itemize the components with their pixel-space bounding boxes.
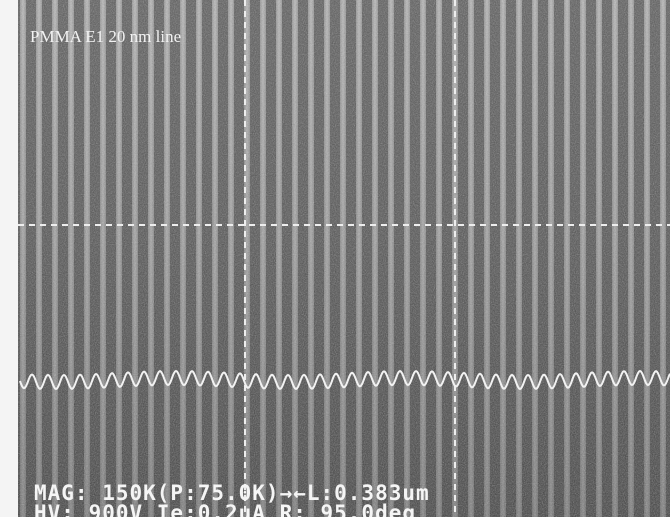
image-label: PMMA E1 20 nm line <box>30 27 181 46</box>
noise <box>18 0 670 517</box>
sem-image: PMMA E1 20 nm line MAG: 150K(P:75.0K)→←L… <box>0 0 670 517</box>
screenshot: PMMA E1 20 nm line MAG: 150K(P:75.0K)→←L… <box>0 0 670 517</box>
status-line: HV: 900V Ie:0.2uA R: 95.0deg <box>34 501 416 517</box>
